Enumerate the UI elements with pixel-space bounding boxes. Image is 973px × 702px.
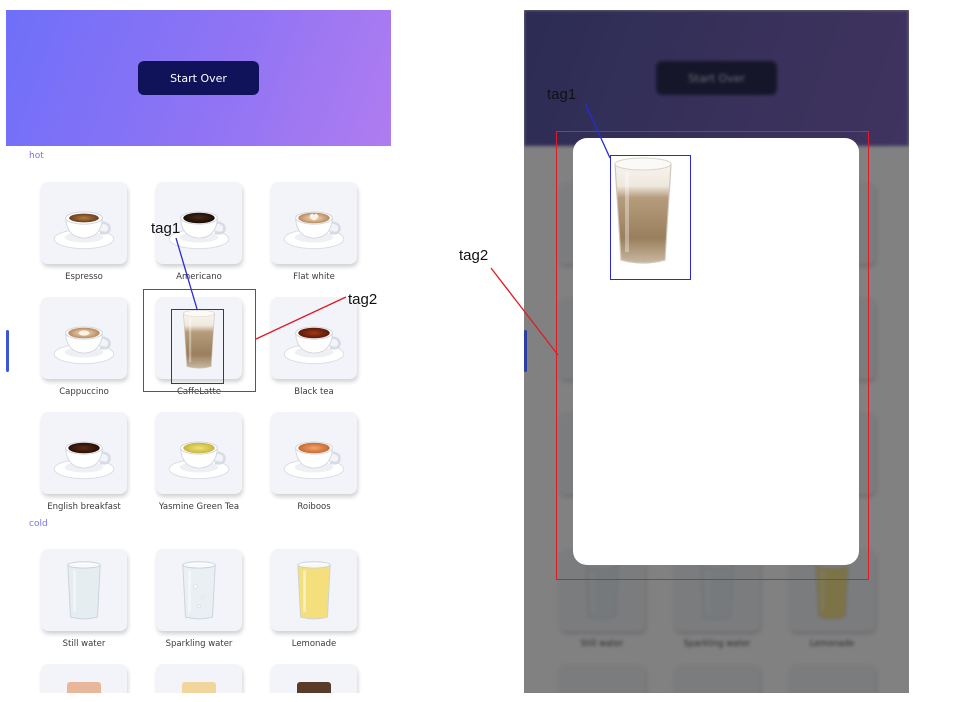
sparkling-water-glass-icon — [172, 559, 226, 623]
green-tea-cup-icon — [164, 428, 234, 482]
english-breakfast-cup-icon — [49, 428, 119, 482]
menu-item-label: Flat white — [293, 272, 335, 282]
menu-item-label: Roiboos — [297, 502, 331, 512]
menu-tile-still-water[interactable] — [41, 549, 127, 631]
black-tea-cup-icon — [279, 313, 349, 367]
menu-item-label: Espresso — [65, 272, 103, 282]
iced-coffee-icon — [297, 682, 331, 693]
menu-tile-flat-white[interactable] — [271, 182, 357, 264]
cappuccino-cup-icon — [49, 313, 119, 367]
menu-tile-lemonade[interactable] — [271, 549, 357, 631]
menu-tile-partial[interactable] — [41, 664, 127, 693]
annotation-label-tag1: tag1 — [547, 86, 577, 103]
scroll-indicator[interactable] — [524, 330, 527, 372]
rooibos-cup-icon — [279, 428, 349, 482]
menu-item-label: Yasmine Green Tea — [158, 502, 240, 512]
annotation-box-tag2 — [143, 289, 256, 392]
menu-item-label: Americano — [176, 272, 222, 282]
menu-item-label: CaffeLatte — [176, 387, 222, 397]
menu-item-label: Cappuccino — [59, 387, 109, 397]
annotation-label-tag1: tag1 — [151, 220, 181, 237]
product-detail-modal — [573, 138, 859, 565]
category-header-hot: hot — [29, 151, 44, 161]
iced-drink-icon — [67, 682, 101, 693]
category-header-cold: cold — [29, 519, 48, 529]
iced-drink-icon — [182, 682, 216, 693]
hero-banner: Start Over — [6, 10, 391, 146]
start-over-button[interactable]: Start Over — [138, 61, 259, 95]
annotation-label-tag2: tag2 — [459, 247, 489, 264]
menu-tile-rooibos[interactable] — [271, 412, 357, 494]
menu-tile-partial[interactable] — [271, 664, 357, 693]
americano-cup-icon — [164, 198, 234, 252]
still-water-glass-icon — [57, 559, 111, 623]
menu-tile-sparkling-water[interactable] — [156, 549, 242, 631]
annotation-label-tag2: tag2 — [348, 291, 378, 308]
menu-tile-partial[interactable] — [156, 664, 242, 693]
annotation-box-tag2 — [556, 131, 869, 580]
espresso-cup-icon — [49, 198, 119, 252]
menu-tile-green-tea[interactable] — [156, 412, 242, 494]
lemonade-glass-icon — [287, 559, 341, 623]
menu-item-label: English breakfast — [47, 502, 121, 512]
annotation-box-tag1 — [171, 309, 224, 384]
menu-item-label: Lemonade — [291, 639, 337, 649]
menu-tile-caffe-latte[interactable] — [156, 297, 242, 379]
menu-tile-espresso[interactable] — [41, 182, 127, 264]
menu-item-label: Sparkling water — [165, 639, 233, 649]
menu-tile-english-breakfast[interactable] — [41, 412, 127, 494]
menu-tile-americano[interactable] — [156, 182, 242, 264]
menu-tile-cappuccino[interactable] — [41, 297, 127, 379]
menu-tile-black-tea[interactable] — [271, 297, 357, 379]
scroll-indicator[interactable] — [6, 330, 9, 372]
menu-item-label: Black tea — [294, 387, 334, 397]
menu-item-label: Still water — [62, 639, 106, 649]
flat-white-cup-icon — [279, 198, 349, 252]
annotation-box-tag1 — [610, 155, 691, 280]
